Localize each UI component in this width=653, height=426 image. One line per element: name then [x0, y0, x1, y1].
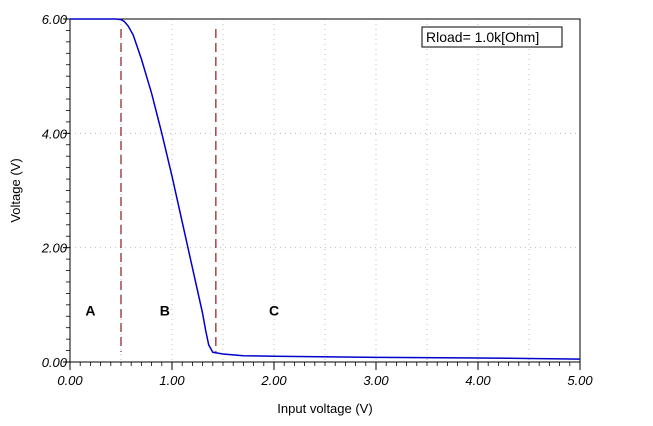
x-tick-label: 3.00 — [363, 373, 389, 388]
annotation-frame — [421, 26, 563, 48]
region-dividers — [120, 29, 217, 352]
axis-ticks: 0.00 1.00 2.00 3.00 4.00 5.00 0.00 2.00 4.00 6.00 — [41, 12, 594, 388]
x-tick-label: 0.00 — [57, 373, 83, 388]
x-tick-label: 1.00 — [159, 373, 185, 388]
x-tick-label: 2.00 — [260, 373, 287, 388]
y-tick-label: 0.00 — [42, 355, 68, 370]
annotation-text: Rload= 1.0k[Ohm] — [426, 29, 539, 45]
annotation-box: Rload= 1.0k[Ohm] — [421, 26, 563, 48]
y-tick-label: 2.00 — [41, 241, 68, 256]
x-tick-label: 4.00 — [465, 373, 491, 388]
region-labels: A B C — [85, 303, 279, 319]
region-label-a: A — [85, 303, 95, 319]
y-tick-label: 4.00 — [42, 126, 68, 141]
y-axis-title: Voltage (V) — [8, 158, 23, 222]
x-tick-label: 5.00 — [567, 373, 593, 388]
series-line — [70, 18, 581, 360]
y-tick-label: 6.00 — [42, 12, 68, 27]
region-label-c: C — [269, 303, 279, 319]
plot-frame — [69, 18, 581, 363]
region-label-b: B — [160, 303, 170, 319]
x-axis-title: Input voltage (V) — [277, 401, 372, 416]
grid — [70, 19, 580, 362]
